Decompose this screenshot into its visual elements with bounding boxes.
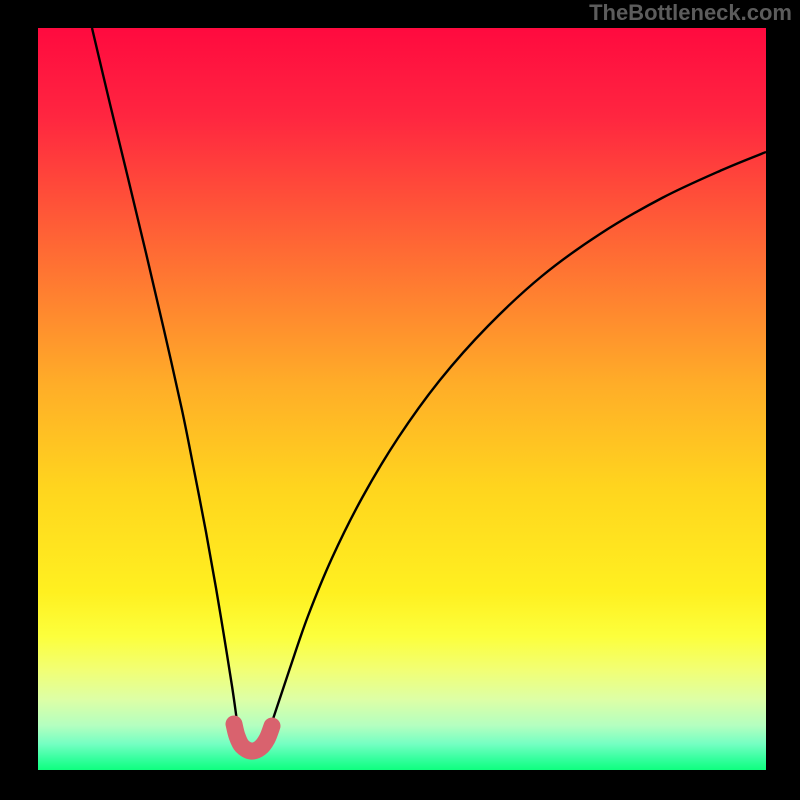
plot-area <box>38 28 766 770</box>
bottleneck-chart <box>0 0 800 800</box>
watermark-text: TheBottleneck.com <box>589 0 792 26</box>
